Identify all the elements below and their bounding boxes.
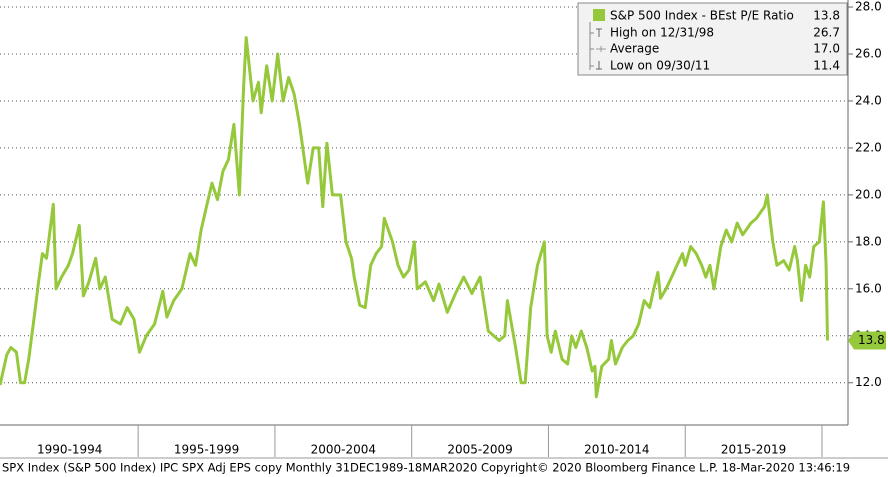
legend-tree [589,22,594,70]
legend-high-icon [596,28,602,37]
y-tick-label: 18.0 [855,234,882,248]
legend-low-icon [596,61,602,70]
footer: SPX Index (S&P 500 Index) IPC SPX Adj EP… [2,461,850,475]
legend-title: S&P 500 Index - BEst P/E Ratio [610,9,794,23]
legend-row-label: High on 12/31/98 [610,26,714,40]
y-tick-label: 26.0 [855,47,882,61]
legend-title-value: 13.8 [813,9,840,23]
last-value-label: 13.8 [858,333,885,347]
y-tick-label: 20.0 [855,187,882,201]
legend-row-value: 17.0 [813,42,840,56]
x-tick-label: 2010-2014 [584,443,649,457]
x-tick-label: 2005-2009 [447,443,512,457]
y-tick-label: 16.0 [855,281,882,295]
legend-box [577,2,848,76]
series-line [0,36,829,399]
y-tick-label: 22.0 [855,140,882,154]
legend-swatch [593,9,605,21]
legend: S&P 500 Index - BEst P/E Ratio 13.8 High… [577,2,848,76]
legend-row-label: Low on 09/30/11 [610,59,710,73]
x-tick-label: 1995-1999 [174,443,239,457]
legend-avg-icon [596,46,606,52]
y-tick-label: 28.0 [855,0,882,14]
x-tick-label: 1990-1994 [37,443,102,457]
legend-row-label: Average [610,42,659,56]
last-value-tag [848,331,886,350]
legend-row-value: 11.4 [813,59,840,73]
legend-row-value: 26.7 [813,26,840,40]
x-tick-label: 2015-2019 [721,443,786,457]
y-tick-label: 24.0 [855,93,882,107]
y-tick-label: 12.0 [855,375,882,389]
x-tick-label: 2000-2004 [311,443,376,457]
